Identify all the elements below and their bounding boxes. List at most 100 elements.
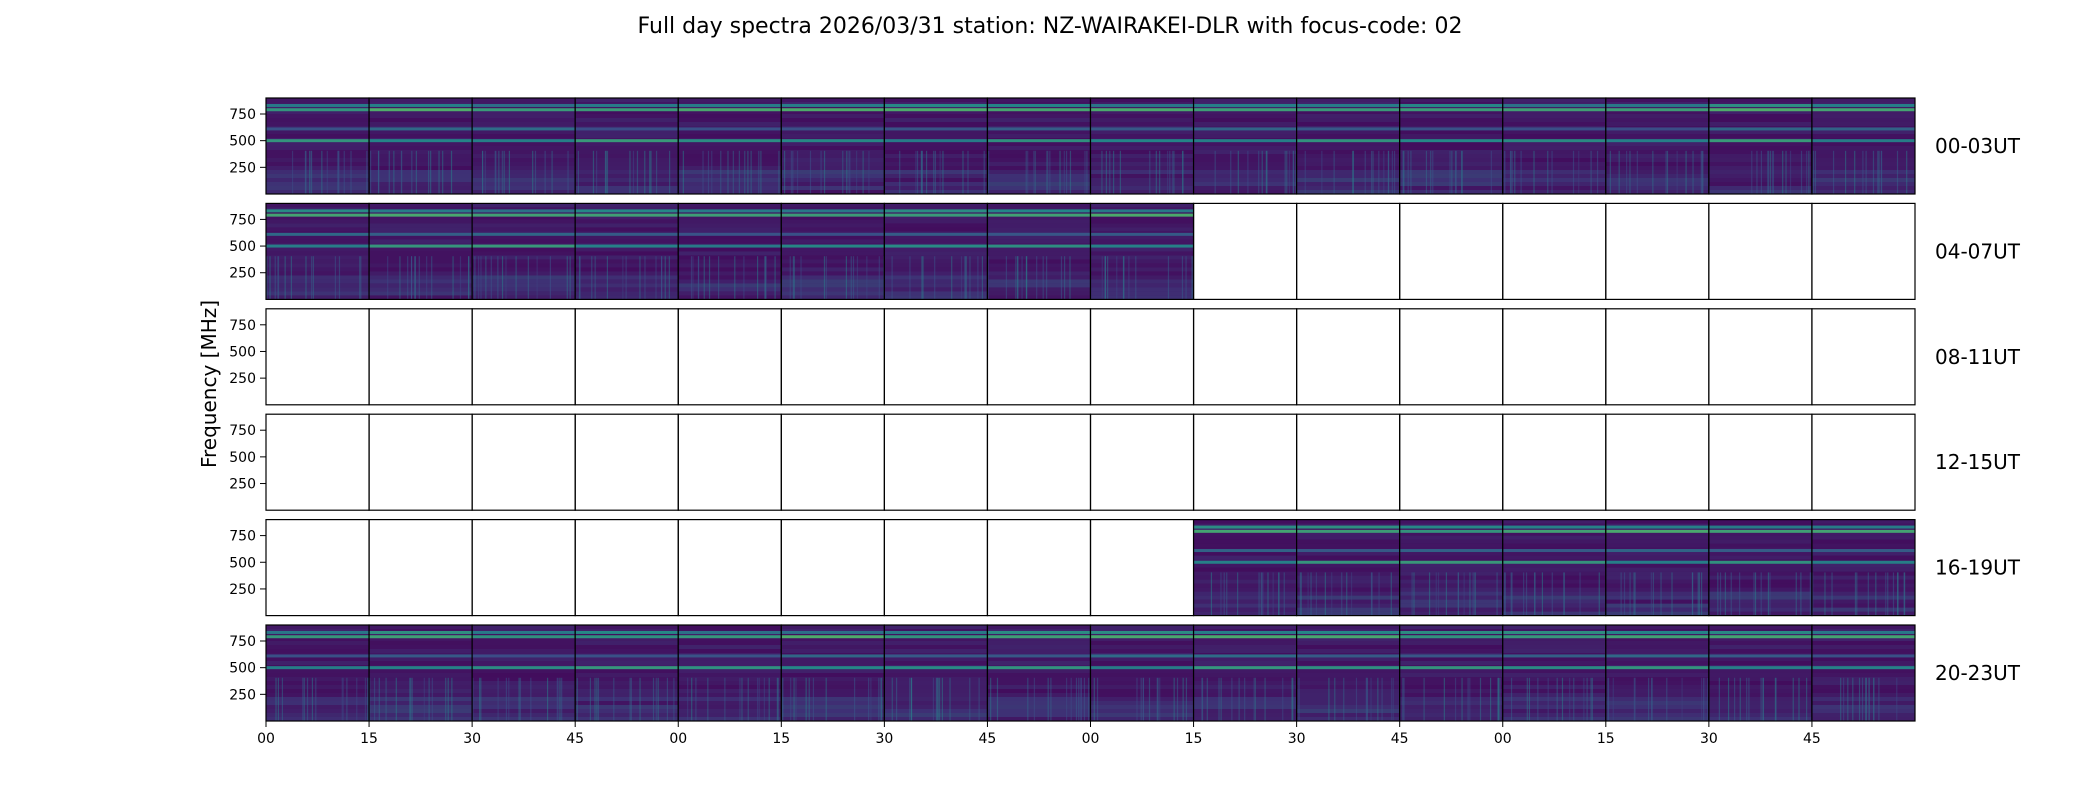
spectrogram-band [472, 637, 576, 641]
panel-frame [1296, 308, 1401, 406]
spectrogram-band [1090, 239, 1194, 244]
spectrogram-band [1502, 174, 1606, 178]
spectrogram-band [1605, 579, 1709, 584]
spectrogram-band [369, 146, 473, 150]
spectrogram-band [266, 122, 370, 126]
panel-frame [471, 308, 576, 406]
spectra-panel [574, 308, 679, 406]
spectrogram-band [1399, 563, 1503, 568]
spectrogram-band [1399, 611, 1503, 616]
spectrogram-band [678, 705, 782, 709]
spectrogram-band [1090, 709, 1194, 713]
y-tick-label: 500 [229, 450, 256, 466]
spectrogram-column [1583, 677, 1585, 721]
emission-line [781, 232, 885, 236]
x-tick-label: 45 [1803, 731, 1821, 747]
spectrogram-band [1502, 182, 1606, 186]
emission-line [1605, 139, 1709, 143]
spectrogram-column [1278, 572, 1280, 616]
panel-frame [368, 413, 473, 511]
spectrogram-band [1605, 110, 1709, 114]
spectrogram-band [1605, 118, 1709, 122]
spectrogram-band [266, 170, 370, 174]
spectrogram-column [1497, 677, 1499, 721]
emission-line [1502, 103, 1606, 107]
emission-line [678, 108, 782, 112]
spectrogram-band [1399, 669, 1503, 673]
emission-line [1708, 654, 1812, 658]
spectrogram-band [987, 705, 1091, 709]
spectrogram-band [1811, 567, 1915, 572]
spectrogram-band [575, 685, 679, 689]
spectrogram-band [1708, 583, 1812, 588]
spectrogram-column [1284, 150, 1286, 194]
spectrogram-column [934, 256, 936, 300]
spectrogram-band [781, 641, 885, 645]
spectrogram-band [781, 142, 885, 146]
spectrogram-band [1811, 110, 1915, 114]
spectrogram-column [655, 677, 657, 721]
spectrogram-band [1605, 637, 1709, 641]
spectrogram-column [1760, 677, 1762, 721]
spectrogram-band [1605, 599, 1709, 604]
emission-line [1399, 525, 1503, 529]
emission-line [1193, 108, 1297, 112]
spectrogram-column [1167, 256, 1170, 300]
spectrogram-column [338, 150, 340, 194]
spectrogram-band [1502, 150, 1606, 154]
spectrogram-band [266, 239, 370, 244]
emission-line [1502, 654, 1606, 658]
spectrogram-band [575, 717, 679, 721]
spectrogram-column [1572, 150, 1575, 194]
spectrogram-column [1681, 677, 1683, 721]
spectrogram-column [350, 150, 352, 194]
spectrogram-band [1193, 603, 1297, 608]
spectrogram-column [1237, 150, 1239, 194]
spectrogram-column [879, 677, 882, 721]
spectrogram-band [1502, 555, 1606, 560]
panel-frame [883, 308, 989, 406]
panel-frame [1502, 308, 1607, 406]
spectrogram-band [575, 146, 679, 150]
spectrogram-band [678, 287, 782, 292]
spectrogram-band [472, 677, 576, 681]
spectrogram-band [1399, 142, 1503, 146]
spectrogram-band [678, 669, 782, 673]
spectrogram-band [575, 110, 679, 114]
spectrogram-band [1296, 583, 1400, 588]
emission-line [1090, 213, 1194, 217]
spectrogram-band [1296, 587, 1400, 592]
spectrogram-column [1435, 572, 1437, 616]
spectrogram-band [1605, 539, 1709, 544]
spectrogram-column [1116, 256, 1118, 300]
spectrogram-band [1090, 677, 1194, 681]
spectrogram-column [941, 677, 943, 721]
spectrogram-band [575, 673, 679, 677]
spectrogram-band [472, 190, 576, 194]
spectrogram-column [1063, 256, 1066, 300]
spectrogram-band [1502, 709, 1606, 713]
spectrogram-band [781, 701, 885, 705]
spectrogram-column [1771, 150, 1773, 194]
spectra-panel [265, 308, 370, 406]
spectrogram-column [1753, 572, 1755, 616]
spectrogram-band [1399, 685, 1503, 689]
spectrogram-band [678, 110, 782, 114]
spectrogram-band [472, 98, 576, 102]
spectrogram-band [1708, 709, 1812, 713]
spectrogram-column [1795, 572, 1797, 616]
spectrogram-column [1858, 677, 1861, 721]
spectrogram-band [1296, 154, 1400, 158]
spectrogram-column [1346, 572, 1348, 616]
spectrogram-column [346, 677, 348, 721]
spectrogram-band [1296, 130, 1400, 134]
spectrogram-band [1296, 142, 1400, 146]
spectrogram-band [1090, 287, 1194, 292]
spectrogram-band [678, 158, 782, 162]
emission-line [884, 108, 988, 112]
spectrogram-band [1090, 271, 1194, 276]
spectrogram-column [848, 150, 850, 194]
spectrogram-column [1698, 572, 1701, 616]
spectra-panel [471, 624, 576, 722]
spectra-panel [883, 624, 989, 722]
